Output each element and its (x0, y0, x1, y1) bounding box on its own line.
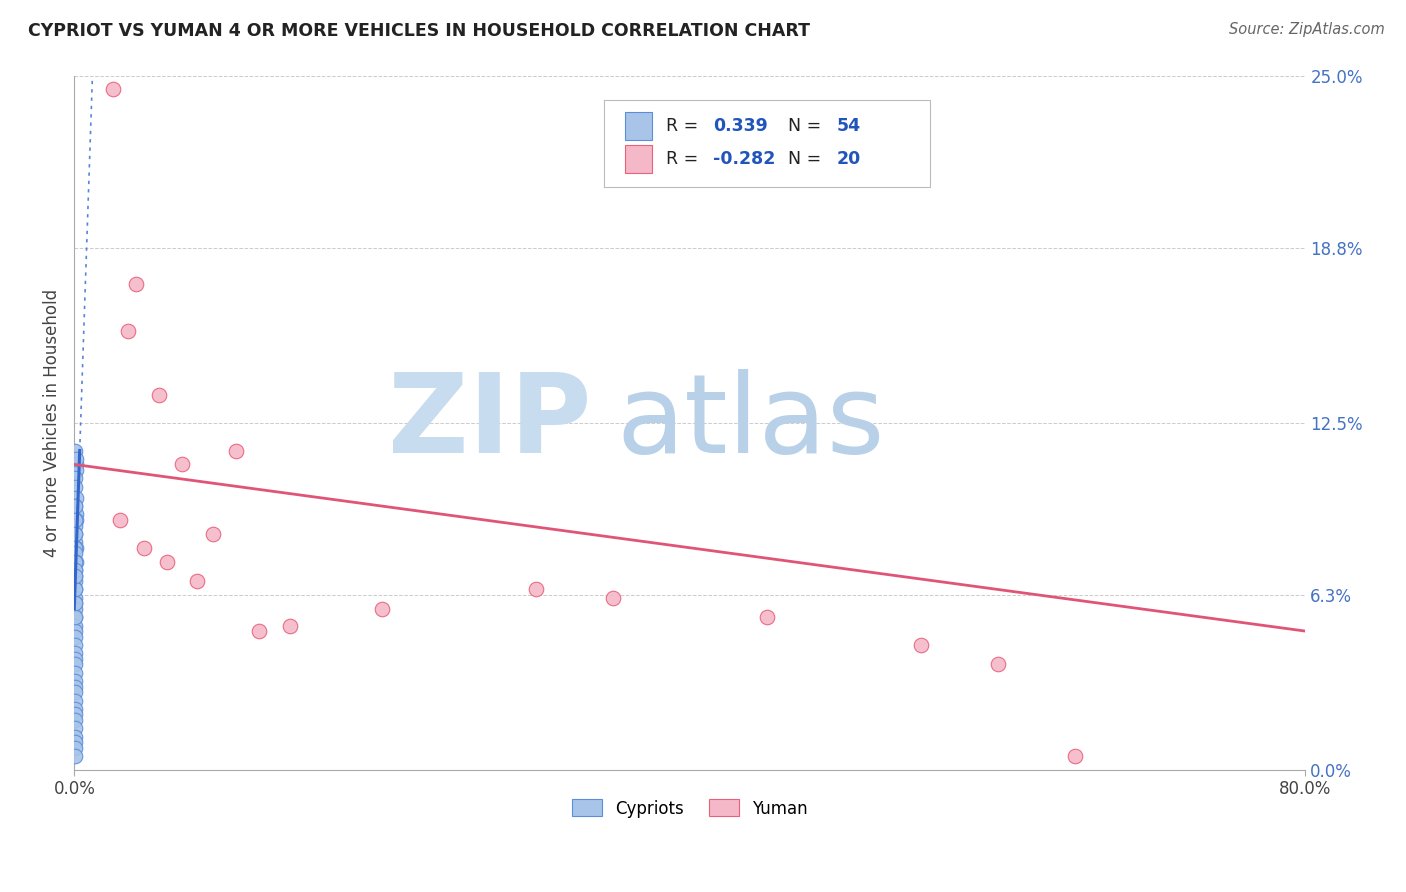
Point (117, 324, 139, 338)
Point (186, 574, 208, 588)
Point (63, 630, 86, 644)
Point (63, 638, 86, 652)
Text: R =: R = (666, 117, 704, 136)
Point (65, 546, 87, 560)
Point (63, 646, 86, 660)
Text: ZIP: ZIP (388, 369, 592, 476)
Text: 54: 54 (837, 117, 860, 136)
Point (247, 624, 270, 639)
Text: R =: R = (666, 150, 704, 168)
Legend: Cypriots, Yuman: Cypriots, Yuman (565, 793, 814, 824)
Point (63, 665, 86, 680)
Point (63, 730, 86, 744)
Point (148, 388, 170, 402)
Point (63, 568, 86, 582)
Point (65, 563, 87, 577)
Point (65, 499, 87, 513)
Point (63, 582, 86, 597)
Point (65, 463, 87, 477)
Point (65, 527, 87, 541)
Point (63, 713, 86, 727)
Point (65, 491, 87, 505)
Point (602, 591, 624, 605)
Point (65, 535, 87, 549)
Point (65, 555, 87, 569)
Point (63, 740, 86, 755)
Y-axis label: 4 or more Vehicles in Household: 4 or more Vehicles in Household (44, 289, 60, 557)
Point (63, 702, 86, 716)
Point (63, 610, 86, 624)
Point (278, 618, 301, 632)
Point (63, 471, 86, 485)
Point (65, 513, 87, 527)
Point (101, 82, 124, 96)
Point (63, 443, 86, 458)
Point (201, 527, 224, 541)
Point (170, 458, 193, 472)
Text: CYPRIOT VS YUMAN 4 OR MORE VEHICLES IN HOUSEHOLD CORRELATION CHART: CYPRIOT VS YUMAN 4 OR MORE VEHICLES IN H… (28, 22, 810, 40)
Point (63, 685, 86, 699)
Text: N =: N = (778, 117, 827, 136)
Text: 20: 20 (837, 150, 860, 168)
Point (1063, 749, 1085, 764)
Point (63, 518, 86, 533)
Text: -0.282: -0.282 (713, 150, 776, 168)
Text: N =: N = (778, 150, 827, 168)
Point (63, 574, 86, 588)
Point (65, 458, 87, 472)
Point (65, 451, 87, 466)
Point (63, 555, 86, 569)
Text: atlas: atlas (616, 369, 884, 476)
Point (63, 610, 86, 624)
Point (63, 652, 86, 666)
Point (63, 693, 86, 707)
Point (63, 596, 86, 610)
Point (63, 707, 86, 722)
Point (63, 674, 86, 689)
Point (63, 499, 86, 513)
Point (65, 541, 87, 555)
Text: 0.339: 0.339 (713, 117, 768, 136)
Point (156, 555, 179, 569)
Point (755, 610, 778, 624)
FancyBboxPatch shape (624, 112, 652, 140)
Point (63, 541, 86, 555)
Point (63, 563, 86, 577)
Point (63, 722, 86, 736)
Point (63, 591, 86, 605)
Point (63, 582, 86, 597)
Point (63, 527, 86, 541)
Point (63, 657, 86, 672)
Text: Source: ZipAtlas.com: Source: ZipAtlas.com (1229, 22, 1385, 37)
Point (987, 657, 1010, 672)
FancyBboxPatch shape (624, 145, 652, 173)
FancyBboxPatch shape (603, 100, 929, 186)
Point (65, 508, 87, 522)
Point (63, 596, 86, 610)
Point (65, 568, 87, 582)
Point (63, 618, 86, 632)
Point (63, 680, 86, 694)
Point (132, 541, 155, 555)
Point (63, 735, 86, 749)
Point (65, 480, 87, 494)
Point (125, 277, 148, 291)
Point (225, 443, 247, 458)
Point (63, 749, 86, 764)
Point (371, 602, 394, 616)
Point (65, 513, 87, 527)
Point (910, 638, 932, 652)
Point (63, 602, 86, 616)
Point (63, 624, 86, 639)
Point (110, 513, 132, 527)
Point (524, 582, 547, 597)
